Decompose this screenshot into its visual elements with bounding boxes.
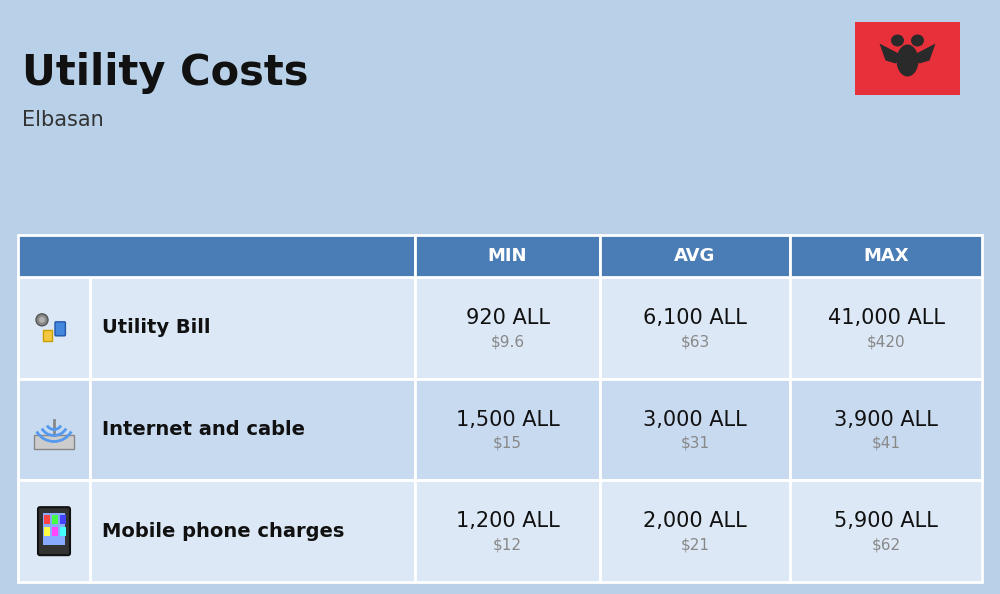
Text: $63: $63 <box>680 334 710 349</box>
Bar <box>790 378 982 481</box>
Bar <box>60 527 66 536</box>
Bar <box>18 481 90 582</box>
Text: $12: $12 <box>493 538 522 552</box>
Bar <box>18 235 415 277</box>
Text: MIN: MIN <box>488 247 527 265</box>
Bar <box>90 481 415 582</box>
Bar <box>34 434 74 448</box>
Text: 5,900 ALL: 5,900 ALL <box>834 511 938 531</box>
Bar <box>90 378 415 481</box>
Text: Utility Bill: Utility Bill <box>102 318 210 337</box>
Ellipse shape <box>896 45 918 77</box>
FancyBboxPatch shape <box>55 322 65 336</box>
Bar <box>415 235 600 277</box>
Text: $15: $15 <box>493 436 522 451</box>
Bar <box>790 277 982 378</box>
Text: $420: $420 <box>867 334 905 349</box>
Bar <box>44 527 50 536</box>
Circle shape <box>39 317 45 323</box>
FancyBboxPatch shape <box>38 507 70 555</box>
Text: 1,500 ALL: 1,500 ALL <box>456 409 559 429</box>
Bar <box>415 277 600 378</box>
Text: 2,000 ALL: 2,000 ALL <box>643 511 747 531</box>
Bar <box>60 515 66 524</box>
Bar <box>44 515 50 524</box>
Text: MAX: MAX <box>863 247 909 265</box>
Text: Utility Costs: Utility Costs <box>22 52 308 94</box>
Bar <box>600 277 790 378</box>
Bar <box>52 515 58 524</box>
Text: $41: $41 <box>872 436 900 451</box>
Text: Internet and cable: Internet and cable <box>102 420 305 439</box>
Bar <box>52 527 58 536</box>
Bar <box>790 235 982 277</box>
Text: 3,000 ALL: 3,000 ALL <box>643 409 747 429</box>
Polygon shape <box>880 43 904 64</box>
Bar <box>18 378 90 481</box>
Bar <box>600 481 790 582</box>
Ellipse shape <box>911 34 924 46</box>
Text: Elbasan: Elbasan <box>22 110 104 130</box>
Text: $62: $62 <box>871 538 901 552</box>
Bar <box>90 277 415 378</box>
Text: $21: $21 <box>680 538 710 552</box>
Bar <box>855 22 960 95</box>
Text: 3,900 ALL: 3,900 ALL <box>834 409 938 429</box>
Bar <box>790 481 982 582</box>
Bar <box>43 330 52 340</box>
Polygon shape <box>910 43 936 64</box>
Bar <box>415 378 600 481</box>
Bar <box>600 235 790 277</box>
Text: 1,200 ALL: 1,200 ALL <box>456 511 559 531</box>
Bar <box>43 513 65 545</box>
Bar <box>415 481 600 582</box>
Bar <box>18 277 90 378</box>
Ellipse shape <box>891 34 904 46</box>
Text: 920 ALL: 920 ALL <box>466 308 550 328</box>
Circle shape <box>36 314 48 326</box>
Text: $9.6: $9.6 <box>490 334 525 349</box>
Text: 6,100 ALL: 6,100 ALL <box>643 308 747 328</box>
Text: $31: $31 <box>680 436 710 451</box>
Text: Mobile phone charges: Mobile phone charges <box>102 522 344 541</box>
Text: AVG: AVG <box>674 247 716 265</box>
Bar <box>600 378 790 481</box>
Text: 41,000 ALL: 41,000 ALL <box>828 308 944 328</box>
